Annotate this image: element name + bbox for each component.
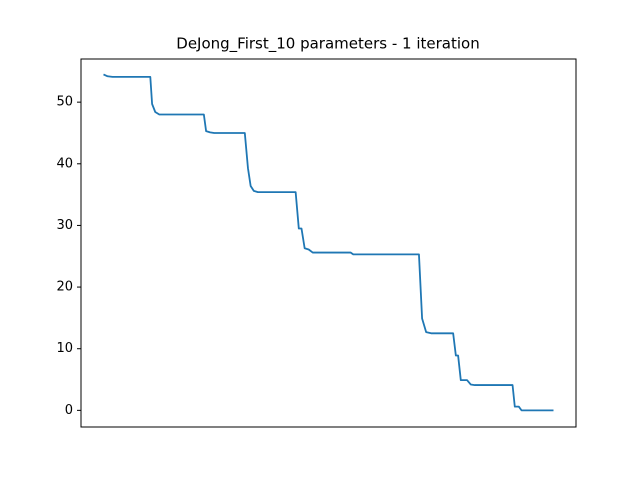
line-series bbox=[103, 73, 554, 412]
y-tick-label: 30 bbox=[56, 218, 73, 233]
y-tick-label: 40 bbox=[56, 156, 73, 171]
chart-title: DeJong_First_10 parameters - 1 iteration bbox=[176, 35, 479, 54]
y-tick-label: 50 bbox=[56, 95, 73, 110]
y-tick-label: 0 bbox=[65, 403, 73, 418]
y-tick-label: 20 bbox=[56, 280, 73, 295]
plot-frame bbox=[80, 58, 577, 428]
y-tick-label: 10 bbox=[56, 341, 73, 356]
